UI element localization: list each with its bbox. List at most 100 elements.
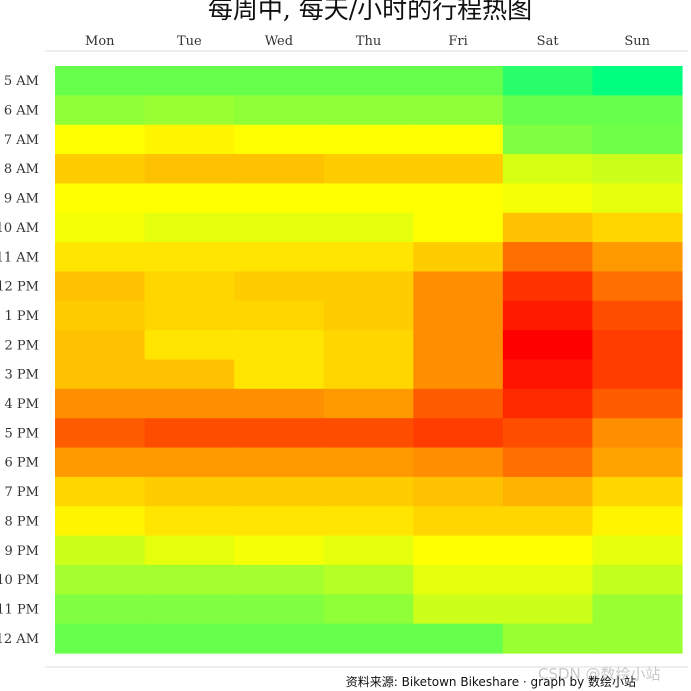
y-tick-label: 10 PM (0, 573, 39, 588)
heatmap-cell (144, 212, 235, 243)
heatmap-cell (502, 300, 594, 331)
heatmap-cell (592, 623, 683, 654)
y-tick-label: 9 AM (4, 192, 39, 207)
heatmap-cell (502, 242, 594, 273)
heatmap-cell (234, 154, 325, 184)
heatmap-cell (502, 476, 594, 507)
heatmap-cell (144, 242, 235, 273)
heatmap-cell (502, 183, 594, 214)
heatmap-cell (144, 506, 235, 537)
x-tick-label: Sun (624, 34, 650, 49)
heatmap-cell (413, 359, 504, 390)
y-tick-label: 1 PM (5, 309, 39, 324)
heatmap-cell (413, 300, 504, 331)
heatmap-cell (234, 300, 325, 331)
heatmap-cell (592, 359, 683, 390)
heatmap-cell (413, 535, 504, 566)
heatmap-cell (144, 594, 235, 625)
heatmap-cell (234, 359, 325, 390)
heatmap-cell (234, 124, 325, 155)
y-tick-label: 8 AM (4, 162, 39, 177)
heatmap-cell (323, 535, 414, 566)
heatmap-cell (144, 300, 235, 331)
heatmap-cell (234, 330, 325, 361)
heatmap-cell (592, 183, 683, 214)
heatmap-cell (55, 95, 146, 126)
heatmap-cell (502, 66, 594, 96)
heatmap-cell (55, 271, 146, 302)
heatmap-cell (323, 330, 414, 361)
y-tick-label: 7 PM (5, 485, 39, 500)
heatmap-cell (234, 183, 325, 214)
heatmap-cell (413, 623, 504, 654)
y-tick-label: 11 AM (0, 250, 39, 265)
heatmap-cell (502, 359, 594, 390)
x-tick-label: Sat (537, 34, 560, 49)
heatmap-cell (502, 388, 594, 419)
heatmap-cell (234, 506, 325, 537)
heatmap-cell (592, 476, 683, 507)
heatmap-cell (55, 564, 146, 595)
y-tick-label: 5 AM (4, 74, 39, 89)
y-tick-label: 12 AM (0, 632, 39, 647)
heatmap-cell (144, 623, 235, 654)
heatmap-cell (323, 300, 414, 331)
heatmap-cell (502, 506, 594, 537)
y-tick-label: 12 PM (0, 280, 39, 295)
heatmap-cell (144, 447, 235, 478)
heatmap-cell (234, 476, 325, 507)
heatmap-cell (413, 212, 504, 243)
heatmap-cell (55, 418, 146, 449)
heatmap-cell (592, 506, 683, 537)
heatmap-cell (323, 594, 414, 625)
heatmap-cell (234, 564, 325, 595)
x-tick-label: Mon (85, 34, 115, 49)
heatmap-cell (144, 388, 235, 419)
heatmap-cell (413, 95, 504, 126)
heatmap-cell (502, 330, 594, 361)
heatmap-cell (592, 330, 683, 361)
heatmap-cell (592, 124, 683, 155)
heatmap-cell (55, 212, 146, 243)
y-tick-label: 10 AM (0, 221, 39, 236)
heatmap-cell (592, 594, 683, 625)
y-tick-label: 6 AM (4, 104, 39, 119)
heatmap-cell (55, 183, 146, 214)
x-tick-label: Thu (356, 34, 381, 49)
heatmap-cell (502, 564, 594, 595)
heatmap-cell (413, 183, 504, 214)
heatmap-cell (413, 242, 504, 273)
heatmap-cell (502, 212, 594, 243)
heatmap-cell (144, 418, 235, 449)
heatmap-cell (413, 330, 504, 361)
heatmap-cell (144, 124, 235, 155)
heatmap-cell (592, 300, 683, 331)
heatmap-cell (323, 124, 414, 155)
heatmap-cell (592, 388, 683, 419)
heatmap-cell (55, 359, 146, 390)
heatmap-cell (323, 388, 414, 419)
heatmap-cell (413, 124, 504, 155)
heatmap-cell (323, 359, 414, 390)
heatmap-cell (234, 95, 325, 126)
heatmap-cell (502, 271, 594, 302)
y-tick-label: 11 PM (0, 602, 39, 617)
heatmap-cell (55, 476, 146, 507)
heatmap-cell (413, 271, 504, 302)
heatmap-cell (144, 183, 235, 214)
heatmap-cell (413, 476, 504, 507)
heatmap-cell (413, 388, 504, 419)
y-tick-label: 7 AM (4, 133, 39, 148)
y-tick-label: 9 PM (5, 544, 39, 559)
heatmap-cell (323, 623, 414, 654)
x-axis-ticks: Mon Tue Wed Thu Fri Sat Sun (85, 34, 651, 49)
heatmap-cell (592, 447, 683, 478)
heatmap-cell (413, 154, 504, 184)
heatmap-cell (592, 271, 683, 302)
heatmap-cell (323, 212, 414, 243)
y-tick-label: 4 PM (5, 397, 39, 412)
heatmap-cell (592, 66, 683, 96)
heatmap-cell (323, 95, 414, 126)
heatmap-cell (55, 506, 146, 537)
heatmap-cell (234, 447, 325, 478)
